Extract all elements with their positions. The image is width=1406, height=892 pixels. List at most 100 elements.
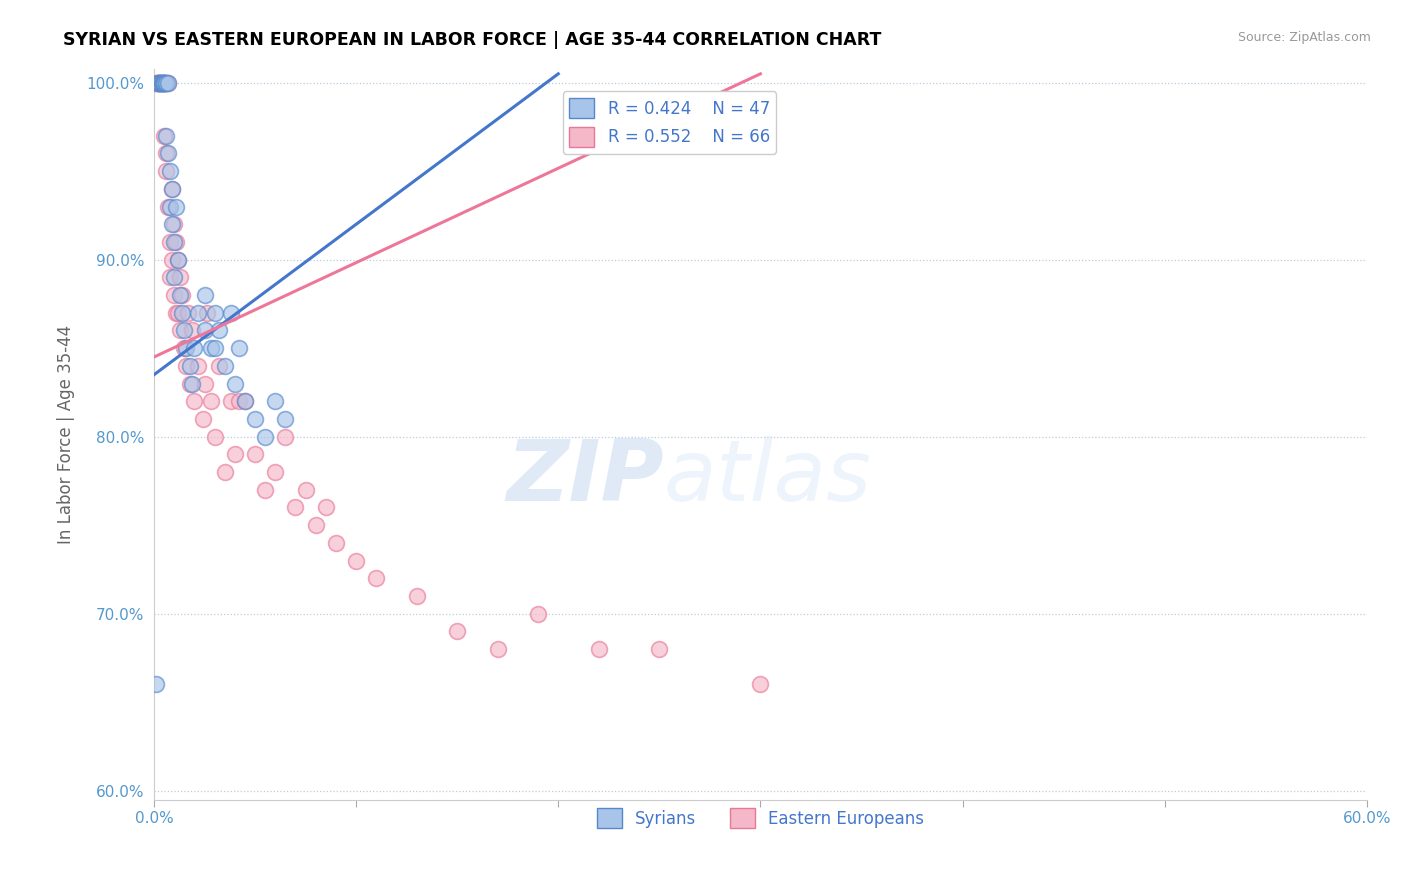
Point (195, 306, 218, 320)
Point (219, 394, 242, 409)
Point (183, 341, 205, 355)
Point (187, 306, 209, 320)
Point (148, 76, 170, 90)
Point (179, 376, 201, 391)
Point (264, 394, 287, 409)
Point (254, 430, 277, 444)
Point (208, 359, 231, 373)
Point (405, 589, 427, 603)
Point (149, 76, 172, 90)
Point (157, 76, 180, 90)
Point (152, 76, 174, 90)
Point (153, 128, 176, 143)
Point (145, 76, 167, 90)
Point (366, 571, 388, 585)
Point (149, 76, 172, 90)
Point (344, 553, 367, 567)
Point (204, 306, 226, 320)
Point (167, 252, 190, 267)
Text: SYRIAN VS EASTERN EUROPEAN IN LABOR FORCE | AGE 35-44 CORRELATION CHART: SYRIAN VS EASTERN EUROPEAN IN LABOR FORC… (63, 31, 882, 49)
Point (243, 447, 266, 461)
Point (153, 76, 176, 90)
Point (193, 288, 215, 302)
Point (146, 76, 169, 90)
Point (169, 270, 191, 285)
Point (155, 76, 177, 90)
Point (191, 412, 214, 426)
Point (153, 76, 176, 90)
Point (163, 288, 186, 302)
Point (160, 182, 183, 196)
Point (224, 376, 246, 391)
Point (149, 76, 172, 90)
Point (153, 76, 176, 90)
Point (167, 252, 190, 267)
Point (176, 359, 198, 373)
Point (315, 500, 337, 515)
Point (163, 217, 186, 231)
Point (172, 306, 194, 320)
Point (146, 76, 169, 90)
Text: ZIP: ZIP (506, 436, 664, 519)
Point (749, 677, 772, 691)
Point (214, 465, 236, 479)
Point (193, 323, 215, 337)
Point (243, 412, 266, 426)
Point (160, 252, 183, 267)
Point (254, 483, 277, 497)
Point (200, 394, 222, 409)
Point (274, 412, 297, 426)
Point (183, 394, 205, 409)
Point (163, 235, 186, 249)
Point (145, 76, 167, 90)
Point (153, 76, 176, 90)
Point (486, 642, 509, 657)
Point (149, 76, 172, 90)
Point (157, 76, 180, 90)
Point (172, 288, 194, 302)
Point (187, 359, 209, 373)
Point (165, 200, 187, 214)
Point (163, 270, 186, 285)
Point (224, 447, 246, 461)
Point (155, 128, 177, 143)
Point (208, 323, 231, 337)
Point (204, 341, 226, 355)
Point (155, 146, 177, 161)
Point (150, 76, 173, 90)
Point (179, 359, 201, 373)
Point (214, 359, 236, 373)
Point (181, 323, 204, 337)
Point (165, 306, 187, 320)
Point (177, 306, 200, 320)
Point (157, 146, 180, 161)
Point (173, 323, 195, 337)
Point (157, 200, 180, 214)
Point (325, 536, 347, 550)
Point (588, 642, 610, 657)
Point (204, 430, 226, 444)
Point (155, 76, 177, 90)
Point (159, 200, 181, 214)
Point (155, 76, 177, 90)
Point (150, 76, 173, 90)
Point (233, 394, 256, 409)
Point (219, 306, 242, 320)
Point (264, 465, 287, 479)
Point (169, 323, 191, 337)
Point (169, 288, 191, 302)
Point (527, 607, 550, 621)
Point (181, 376, 204, 391)
Point (284, 500, 307, 515)
Point (149, 76, 172, 90)
Point (305, 518, 328, 533)
Point (233, 394, 256, 409)
Point (159, 235, 181, 249)
Point (150, 76, 173, 90)
Point (155, 164, 177, 178)
Point (145, 677, 167, 691)
Text: Source: ZipAtlas.com: Source: ZipAtlas.com (1237, 31, 1371, 45)
Legend: Syrians, Eastern Europeans: Syrians, Eastern Europeans (591, 801, 931, 835)
Y-axis label: In Labor Force | Age 35-44: In Labor Force | Age 35-44 (58, 325, 75, 543)
Point (165, 235, 187, 249)
